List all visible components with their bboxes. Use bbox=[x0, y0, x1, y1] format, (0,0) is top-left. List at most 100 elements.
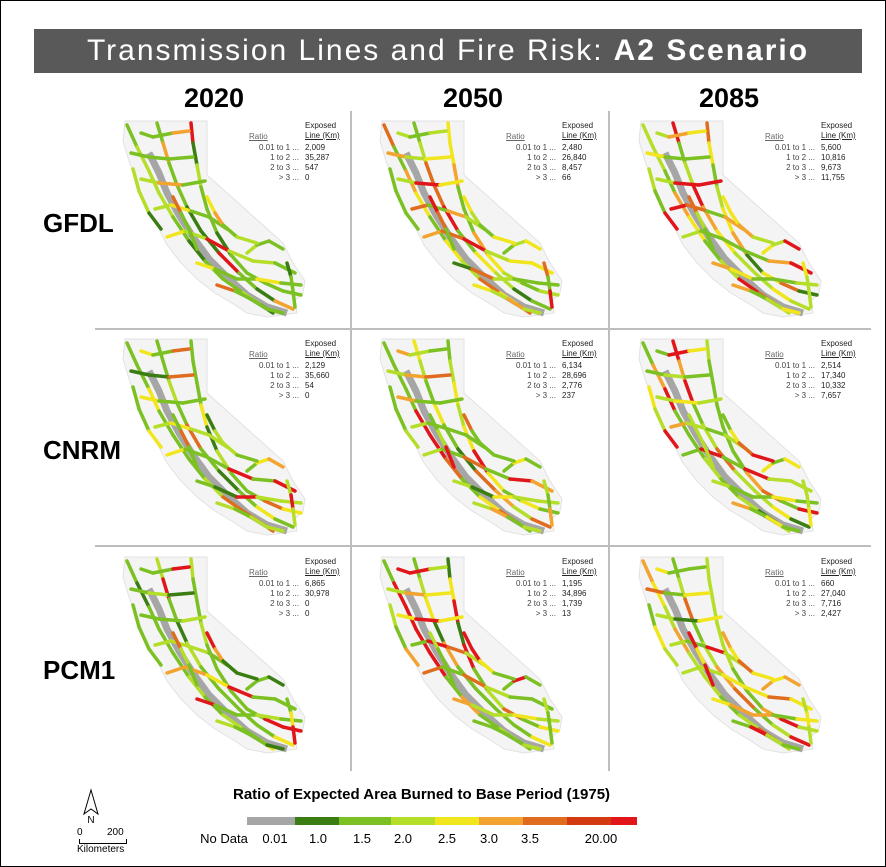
exposed-km-value: 5,600 bbox=[821, 143, 842, 152]
transmission-line-segment bbox=[671, 557, 681, 581]
transmission-line-segment bbox=[462, 237, 488, 253]
table-header-ratio: Ratio bbox=[765, 568, 784, 577]
transmission-line-segment bbox=[171, 631, 183, 651]
transmission-line-segment bbox=[396, 131, 412, 139]
transmission-line-segment bbox=[265, 743, 285, 751]
transmission-line-segment bbox=[490, 725, 510, 737]
transmission-line-segment bbox=[189, 339, 195, 363]
transmission-line-segment bbox=[195, 697, 217, 707]
transmission-line-segment bbox=[205, 413, 217, 433]
transmission-line-segment bbox=[761, 461, 775, 473]
transmission-line-segment bbox=[245, 679, 259, 691]
transmission-line-segment bbox=[512, 505, 534, 521]
transmission-line-segment bbox=[382, 559, 396, 585]
transmission-line-segment bbox=[167, 373, 195, 379]
transmission-line-segment bbox=[462, 673, 488, 689]
exposed-km-value: 35,660 bbox=[305, 371, 330, 380]
transmission-line-segment bbox=[663, 155, 687, 161]
ratio-label: 1 to 2 ... bbox=[786, 153, 815, 162]
transmission-line-segment bbox=[394, 625, 408, 651]
transmission-line-segment bbox=[267, 457, 285, 469]
transmission-line-segment bbox=[743, 685, 771, 699]
transmission-line-segment bbox=[273, 517, 295, 529]
legend-swatch bbox=[247, 817, 295, 825]
transmission-line-segment bbox=[737, 495, 761, 513]
transmission-line-segment bbox=[478, 441, 496, 457]
transmission-line-segment bbox=[175, 401, 189, 427]
transmission-line-segment bbox=[169, 421, 193, 431]
ratio-label: > 3 ... bbox=[794, 173, 815, 182]
transmission-line-segment bbox=[687, 129, 707, 135]
map-panel-pcm1-2020: Exposed Line (Km) Ratio 0.01 to 1 ... 6,865 1… bbox=[97, 549, 353, 764]
grid-divider bbox=[95, 545, 871, 547]
transmission-line-segment bbox=[137, 625, 151, 651]
legend-label: No Data bbox=[200, 831, 248, 846]
transmission-line-segment bbox=[691, 401, 705, 427]
legend-label: 3.0 bbox=[479, 831, 499, 846]
transmission-line-segment bbox=[135, 581, 151, 609]
transmission-line-segment bbox=[147, 647, 163, 667]
transmission-line-segment bbox=[530, 697, 554, 711]
transmission-line-segment bbox=[524, 239, 542, 251]
map-panel-cnrm-2020: Exposed Line (Km) Ratio 0.01 to 1 ... 2,129 1… bbox=[97, 331, 353, 546]
exposed-km-value: 0 bbox=[305, 609, 310, 618]
year-label-2085: 2085 bbox=[698, 83, 760, 113]
transmission-line-segment bbox=[396, 613, 418, 621]
transmission-line-segment bbox=[667, 131, 691, 139]
transmission-line-segment bbox=[446, 557, 452, 581]
ratio-label: 2 to 3 ... bbox=[786, 599, 815, 608]
california-map bbox=[638, 556, 822, 754]
transmission-line-segment bbox=[131, 385, 141, 411]
transmission-line-segment bbox=[524, 457, 542, 469]
transmission-line-segment bbox=[444, 663, 456, 687]
transmission-line-segment bbox=[512, 675, 528, 683]
transmission-line-segment bbox=[432, 183, 446, 209]
table-header-line-km: Line (Km) bbox=[562, 349, 597, 358]
table-header-line-km: Line (Km) bbox=[821, 567, 856, 576]
transmission-line-segment bbox=[486, 689, 506, 711]
north-label: N bbox=[87, 815, 94, 824]
map-panel-pcm1-2085: Exposed Line (Km) Ratio 0.01 to 1 ... 660 1 t… bbox=[613, 549, 869, 764]
table-header-line-km: Line (Km) bbox=[821, 131, 856, 140]
transmission-line-segment bbox=[215, 283, 237, 293]
legend-swatch bbox=[435, 817, 479, 825]
transmission-line-segment bbox=[229, 689, 249, 711]
transmission-line-segment bbox=[486, 253, 506, 275]
transmission-line-segment bbox=[249, 515, 269, 529]
transmission-line-segment bbox=[456, 621, 466, 647]
ratio-label: 0.01 to 1 ... bbox=[258, 361, 299, 370]
transmission-line-segment bbox=[147, 155, 171, 161]
transmission-line-segment bbox=[291, 289, 297, 309]
transmission-line-segment bbox=[404, 591, 428, 597]
exposed-km-value: 9,673 bbox=[821, 163, 842, 172]
transmission-line-segment bbox=[392, 145, 408, 173]
transmission-line-segment bbox=[502, 243, 516, 255]
legend-swatch bbox=[523, 817, 567, 825]
transmission-line-segment bbox=[470, 429, 482, 445]
transmission-line-segment bbox=[673, 399, 701, 405]
transmission-line-segment bbox=[191, 359, 199, 385]
transmission-line-segment bbox=[410, 639, 430, 647]
transmission-line-segment bbox=[522, 307, 542, 315]
transmission-line-segment bbox=[729, 211, 741, 227]
ratio-label: 0.01 to 1 ... bbox=[774, 361, 815, 370]
transmission-line-segment bbox=[171, 433, 191, 461]
transmission-line-segment bbox=[428, 433, 448, 461]
transmission-line-segment bbox=[179, 429, 191, 449]
transmission-line-segment bbox=[705, 339, 711, 363]
transmission-line-segment bbox=[805, 711, 811, 729]
transmission-line-segment bbox=[729, 267, 755, 281]
transmission-line-segment bbox=[157, 399, 185, 405]
transmission-line-segment bbox=[125, 123, 139, 149]
transmission-line-segment bbox=[131, 603, 141, 629]
transmission-line-segment bbox=[199, 621, 209, 647]
transmission-line-segment bbox=[647, 167, 657, 193]
transmission-line-segment bbox=[428, 195, 440, 215]
table-header-ratio: Ratio bbox=[506, 350, 525, 359]
transmission-line-segment bbox=[494, 489, 516, 509]
ratio-label: 0.01 to 1 ... bbox=[515, 361, 556, 370]
transmission-line-segment bbox=[205, 455, 231, 471]
california-map bbox=[379, 120, 563, 318]
legend-swatch bbox=[567, 817, 611, 825]
transmission-line-segment bbox=[781, 307, 801, 315]
